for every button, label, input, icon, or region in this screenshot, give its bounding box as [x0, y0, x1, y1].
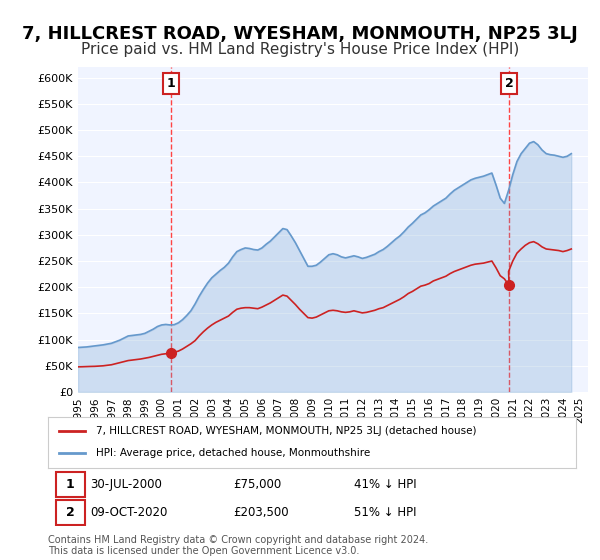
Text: £75,000: £75,000 [233, 478, 281, 491]
Text: 51% ↓ HPI: 51% ↓ HPI [354, 506, 417, 519]
Text: 2: 2 [505, 77, 514, 90]
Text: £203,500: £203,500 [233, 506, 289, 519]
Text: 7, HILLCREST ROAD, WYESHAM, MONMOUTH, NP25 3LJ (detached house): 7, HILLCREST ROAD, WYESHAM, MONMOUTH, NP… [95, 426, 476, 436]
Text: Price paid vs. HM Land Registry's House Price Index (HPI): Price paid vs. HM Land Registry's House … [81, 42, 519, 57]
Text: 1: 1 [167, 77, 176, 90]
FancyBboxPatch shape [56, 500, 85, 525]
Text: 2: 2 [66, 506, 74, 519]
Text: HPI: Average price, detached house, Monmouthshire: HPI: Average price, detached house, Monm… [95, 449, 370, 459]
Text: 7, HILLCREST ROAD, WYESHAM, MONMOUTH, NP25 3LJ: 7, HILLCREST ROAD, WYESHAM, MONMOUTH, NP… [22, 25, 578, 43]
Text: Contains HM Land Registry data © Crown copyright and database right 2024.
This d: Contains HM Land Registry data © Crown c… [48, 535, 428, 557]
Text: 30-JUL-2000: 30-JUL-2000 [90, 478, 162, 491]
Text: 09-OCT-2020: 09-OCT-2020 [90, 506, 167, 519]
Text: 41% ↓ HPI: 41% ↓ HPI [354, 478, 417, 491]
Text: 1: 1 [66, 478, 74, 491]
FancyBboxPatch shape [56, 472, 85, 497]
